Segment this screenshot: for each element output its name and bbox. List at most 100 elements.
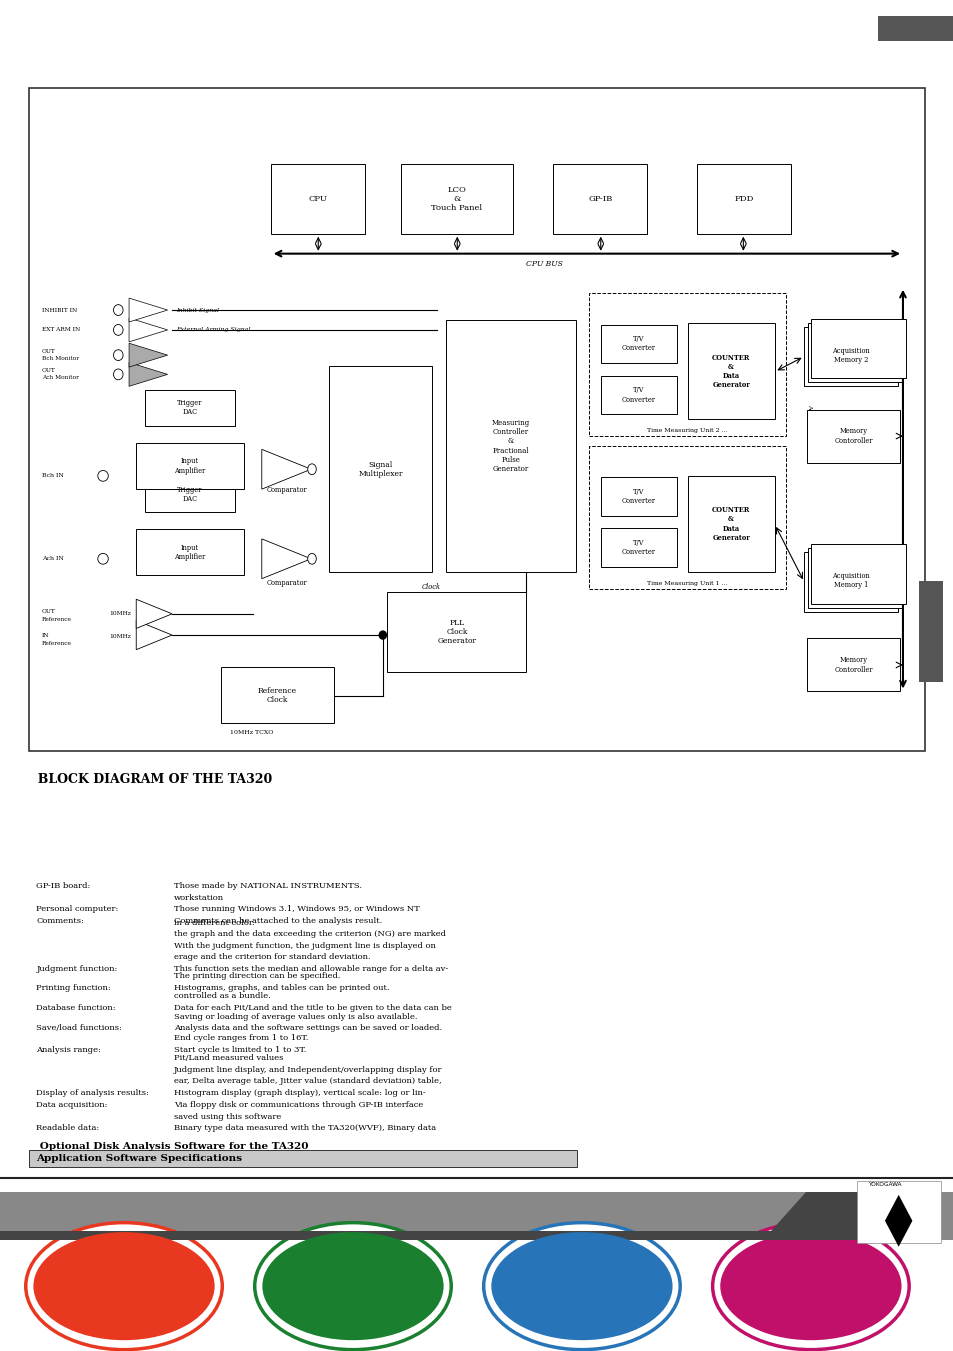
FancyBboxPatch shape: [600, 528, 677, 567]
Ellipse shape: [26, 1223, 222, 1350]
Text: Acquisition
Memory 1: Acquisition Memory 1: [831, 571, 869, 589]
Text: Application Software Specifications: Application Software Specifications: [36, 1154, 242, 1163]
Polygon shape: [129, 317, 168, 342]
Text: Data acquisition:: Data acquisition:: [36, 1101, 108, 1109]
Text: GP-IB: GP-IB: [588, 195, 612, 203]
Text: Binary type data measured with the TA320(WVF), Binary data: Binary type data measured with the TA320…: [173, 1124, 436, 1132]
Text: Those running Windows 3.1, Windows 95, or Windows NT: Those running Windows 3.1, Windows 95, o…: [173, 905, 419, 913]
Text: Those made by NATIONAL INSTRUMENTS.: Those made by NATIONAL INSTRUMENTS.: [173, 882, 361, 890]
Text: Trigger
DAC: Trigger DAC: [177, 400, 202, 416]
FancyBboxPatch shape: [329, 366, 432, 571]
FancyBboxPatch shape: [600, 324, 677, 363]
Text: OUT: OUT: [42, 609, 56, 613]
Text: T/V
Converter: T/V Converter: [621, 539, 655, 557]
Text: Optional Disk Analysis Software for the TA320: Optional Disk Analysis Software for the …: [29, 1142, 308, 1151]
Text: Comparator: Comparator: [266, 486, 307, 494]
Text: Database function:: Database function:: [36, 1004, 115, 1012]
Ellipse shape: [98, 470, 109, 481]
Text: Memory
Contoroller: Memory Contoroller: [834, 427, 872, 444]
FancyBboxPatch shape: [136, 530, 244, 576]
Text: 10MHz: 10MHz: [109, 612, 131, 616]
Ellipse shape: [254, 1223, 451, 1350]
FancyBboxPatch shape: [400, 163, 513, 234]
Text: 10MHz TCXO: 10MHz TCXO: [230, 730, 274, 735]
Text: This function sets the median and allowable range for a delta av-: This function sets the median and allowa…: [173, 965, 447, 973]
Text: Acquisition BUS: Acquisition BUS: [805, 404, 811, 455]
Text: LCO
&
Touch Panel: LCO & Touch Panel: [431, 185, 482, 212]
FancyBboxPatch shape: [29, 1150, 577, 1167]
Text: Histogram display (graph display), vertical scale: log or lin-: Histogram display (graph display), verti…: [173, 1089, 425, 1097]
Text: Reference: Reference: [42, 617, 71, 623]
Text: EXT ARM IN: EXT ARM IN: [42, 327, 80, 332]
Text: Input
Amplifier: Input Amplifier: [174, 458, 206, 474]
Text: OUT: OUT: [42, 349, 56, 354]
Text: Trigger
DAC: Trigger DAC: [177, 485, 202, 503]
Text: Pit/Land measured values: Pit/Land measured values: [173, 1054, 283, 1062]
Text: Personal computer:: Personal computer:: [36, 905, 118, 913]
FancyBboxPatch shape: [806, 409, 900, 462]
Text: Time Measuring Unit 1 ...: Time Measuring Unit 1 ...: [647, 581, 727, 585]
Text: With the judgment function, the judgment line is displayed on: With the judgment function, the judgment…: [173, 942, 436, 950]
Text: YOKOGAWA: YOKOGAWA: [867, 1182, 901, 1188]
Ellipse shape: [98, 554, 109, 565]
Text: IN: IN: [42, 632, 50, 638]
FancyBboxPatch shape: [221, 667, 334, 723]
FancyBboxPatch shape: [0, 1231, 877, 1240]
Text: T/V
Converter: T/V Converter: [621, 386, 655, 404]
FancyBboxPatch shape: [271, 163, 365, 234]
Text: erage and the criterion for standard deviation.: erage and the criterion for standard dev…: [173, 954, 370, 961]
Text: saved using this software: saved using this software: [173, 1113, 280, 1120]
Polygon shape: [136, 620, 172, 650]
Text: BLOCK DIAGRAM OF THE TA320: BLOCK DIAGRAM OF THE TA320: [29, 773, 272, 786]
Text: Ach IN: Ach IN: [42, 557, 64, 561]
FancyBboxPatch shape: [553, 163, 647, 234]
Text: Memory
Contoroller: Memory Contoroller: [834, 657, 872, 674]
Text: the graph and the data exceeding the criterion (NG) are marked: the graph and the data exceeding the cri…: [173, 929, 445, 938]
Text: Saving or loading of average values only is also available.: Saving or loading of average values only…: [173, 1013, 416, 1020]
FancyBboxPatch shape: [877, 16, 953, 41]
Ellipse shape: [113, 324, 123, 335]
Text: PLL
Clock
Generator: PLL Clock Generator: [436, 619, 476, 644]
Text: Measuring
Controller
&
Fractional
Pulse
Generator: Measuring Controller & Fractional Pulse …: [491, 419, 529, 473]
Text: 10MHz: 10MHz: [109, 634, 131, 639]
Ellipse shape: [113, 369, 123, 380]
Text: Inhibit Signal: Inhibit Signal: [176, 308, 219, 312]
FancyBboxPatch shape: [0, 1192, 953, 1240]
Text: Analysis range:: Analysis range:: [36, 1046, 101, 1054]
Ellipse shape: [491, 1232, 672, 1340]
FancyBboxPatch shape: [807, 549, 902, 608]
Text: Readable data:: Readable data:: [36, 1124, 99, 1132]
Text: COUNTER
&
Data
Generator: COUNTER & Data Generator: [711, 507, 750, 542]
FancyBboxPatch shape: [145, 389, 234, 426]
FancyBboxPatch shape: [687, 323, 774, 419]
Ellipse shape: [483, 1223, 679, 1350]
Text: OUT: OUT: [42, 367, 56, 373]
Text: Bch IN: Bch IN: [42, 473, 64, 478]
Polygon shape: [129, 299, 168, 322]
Text: Time Measuring Unit 2 ...: Time Measuring Unit 2 ...: [647, 428, 727, 432]
Text: End cycle ranges from 1 to 16T.: End cycle ranges from 1 to 16T.: [173, 1035, 308, 1042]
Text: ear, Delta average table, Jitter value (standard deviation) table,: ear, Delta average table, Jitter value (…: [173, 1078, 441, 1085]
Ellipse shape: [308, 463, 316, 474]
Text: Data for each Pit/Land and the title to be given to the data can be: Data for each Pit/Land and the title to …: [173, 1004, 451, 1012]
FancyBboxPatch shape: [600, 376, 677, 415]
Text: Clock: Clock: [421, 582, 440, 590]
FancyBboxPatch shape: [803, 553, 898, 612]
Text: Comparator: Comparator: [266, 580, 307, 588]
FancyBboxPatch shape: [856, 1181, 940, 1243]
Ellipse shape: [720, 1232, 901, 1340]
Ellipse shape: [712, 1223, 908, 1350]
Text: controlled as a bundle.: controlled as a bundle.: [173, 992, 270, 1000]
FancyBboxPatch shape: [145, 476, 234, 512]
Text: Reference
Clock: Reference Clock: [257, 686, 296, 704]
Text: Comments can be attached to the analysis result.: Comments can be attached to the analysis…: [173, 917, 381, 925]
FancyBboxPatch shape: [807, 323, 902, 382]
Text: INHIBIT IN: INHIBIT IN: [42, 308, 77, 312]
FancyBboxPatch shape: [136, 443, 244, 489]
Polygon shape: [136, 600, 172, 628]
Ellipse shape: [262, 1232, 443, 1340]
FancyBboxPatch shape: [918, 581, 942, 682]
Text: T/V
Converter: T/V Converter: [621, 488, 655, 505]
Text: Printing function:: Printing function:: [36, 984, 111, 992]
Ellipse shape: [308, 554, 316, 565]
